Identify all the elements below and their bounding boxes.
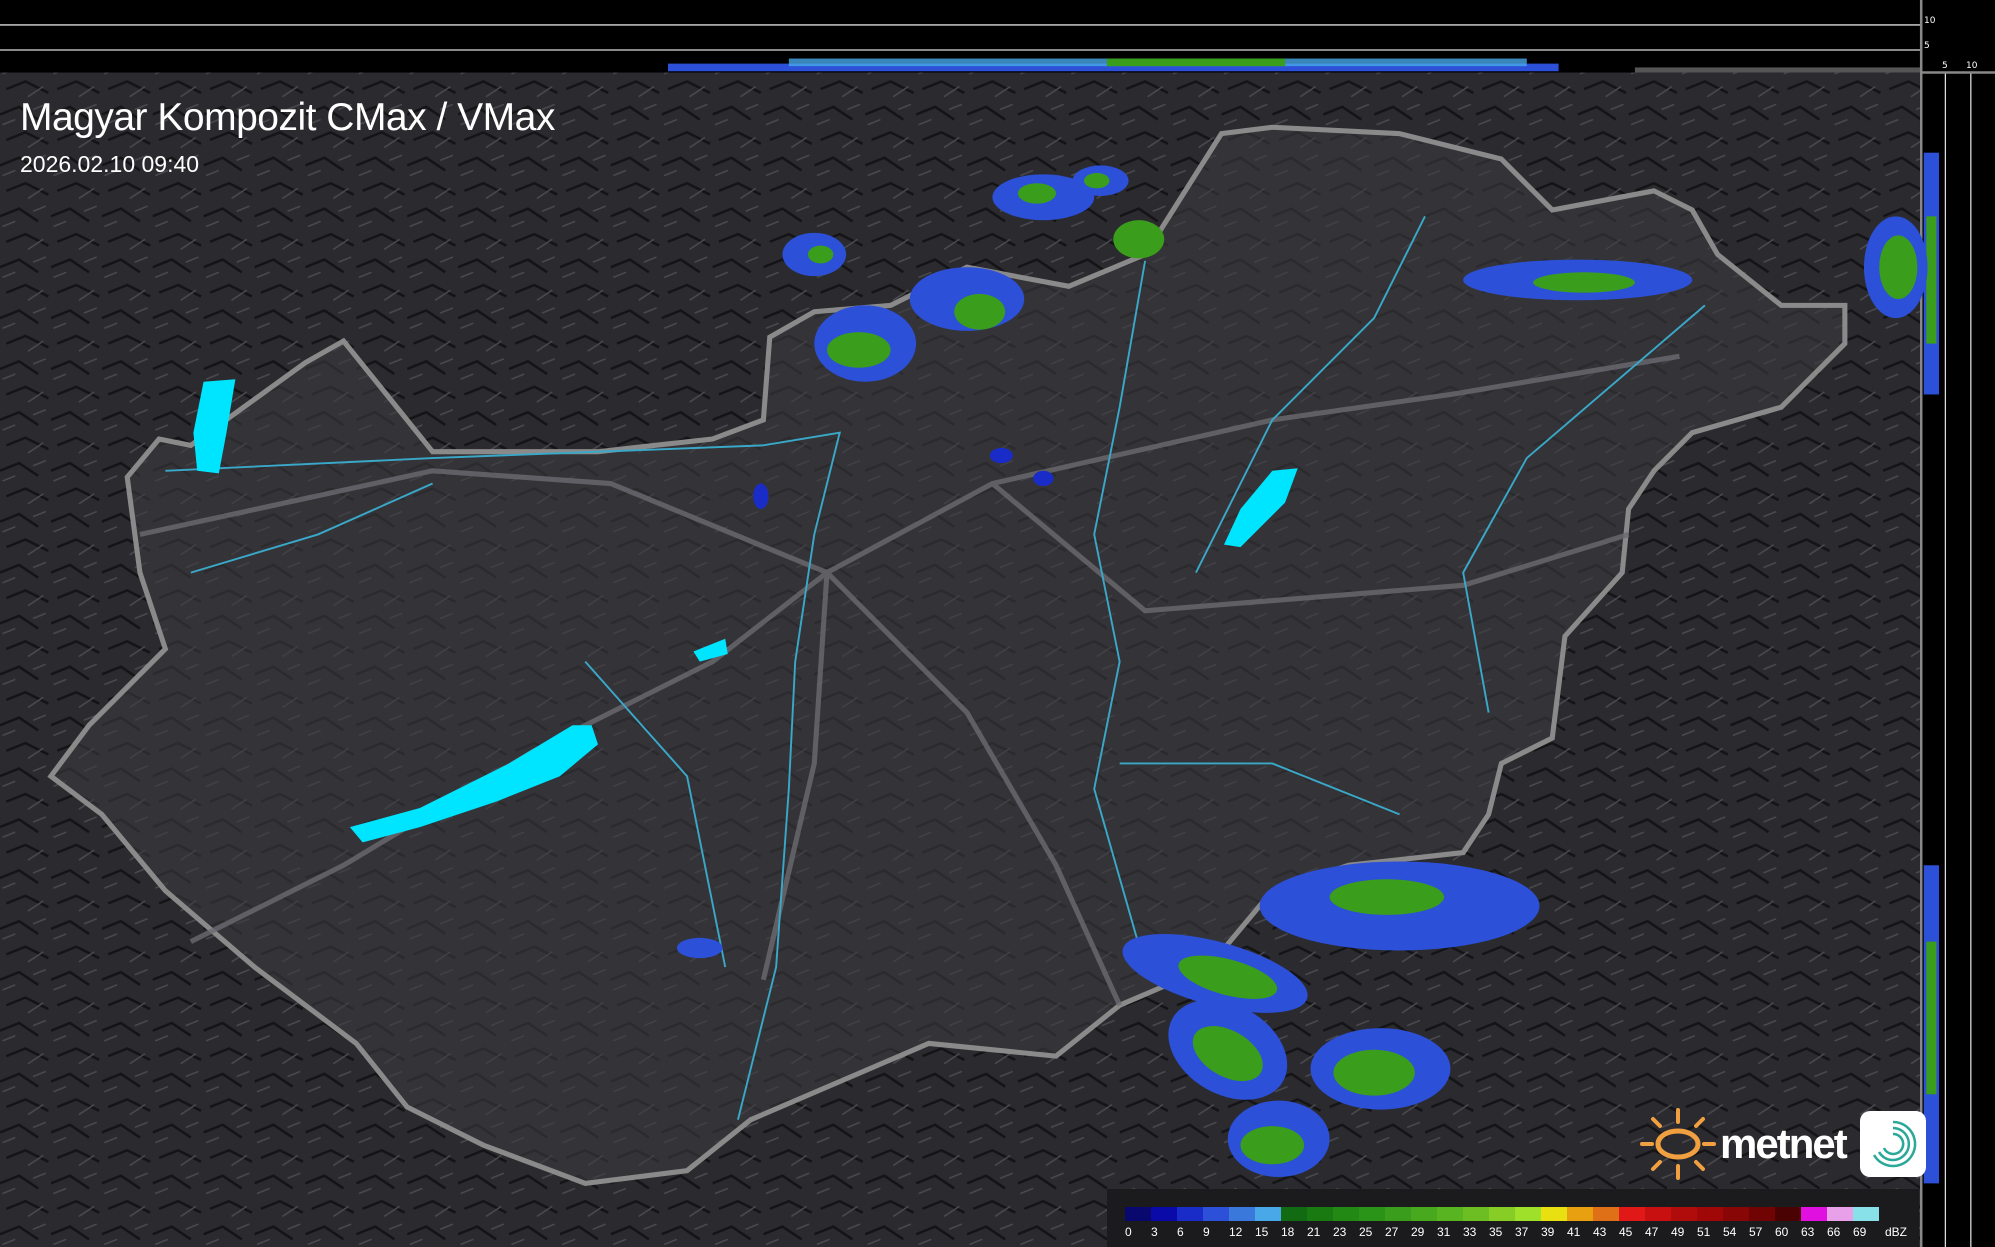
- legend-color-bar: [1125, 1207, 1879, 1221]
- legend-label: 3: [1151, 1225, 1158, 1239]
- legend-label: 49: [1671, 1225, 1685, 1239]
- legend-label: 0: [1125, 1225, 1132, 1239]
- legend-label: 33: [1463, 1225, 1477, 1239]
- map-datetime: 2026.02.10 09:40: [20, 151, 200, 177]
- legend-swatch: [1203, 1207, 1229, 1221]
- legend-swatch: [1359, 1207, 1385, 1221]
- legend-label: 23: [1333, 1225, 1347, 1239]
- legend-swatch: [1671, 1207, 1697, 1221]
- legend-swatch: [1827, 1207, 1853, 1221]
- legend-label: 9: [1203, 1225, 1210, 1239]
- legend-swatch: [1229, 1207, 1255, 1221]
- metnet-logo: metnet: [1638, 1104, 1926, 1184]
- legend-label: 15: [1255, 1225, 1269, 1239]
- legend-label: 43: [1593, 1225, 1607, 1239]
- legend-label: 60: [1775, 1225, 1789, 1239]
- legend-swatch: [1749, 1207, 1775, 1221]
- rivers: [165, 215, 1706, 1120]
- map-title: Magyar Kompozit CMax / VMax: [20, 96, 555, 139]
- legend-swatch: [1411, 1207, 1437, 1221]
- legend-label: 21: [1307, 1225, 1321, 1239]
- radar-echoes: [676, 165, 1928, 1178]
- legend-swatch: [1775, 1207, 1801, 1221]
- lake-balaton: [349, 725, 598, 843]
- lakes: [193, 379, 1298, 843]
- lake-velence: [693, 638, 728, 662]
- legend-swatch: [1619, 1207, 1645, 1221]
- legend-swatch: [1697, 1207, 1723, 1221]
- hungary-outline: [47, 124, 1848, 1186]
- lake-tisza: [1223, 468, 1298, 548]
- legend-swatch: [1801, 1207, 1827, 1221]
- legend-swatch: [1853, 1207, 1879, 1221]
- legend-swatch: [1645, 1207, 1671, 1221]
- legend-swatch: [1307, 1207, 1333, 1221]
- legend-labels: 0 3 6 9 12 15 18 21 23 25 27 29 31 33 35 37 39 41 43 45 47 49…: [1125, 1225, 1879, 1239]
- legend-label: 45: [1619, 1225, 1633, 1239]
- top-scale-label: 5: [1924, 41, 1930, 51]
- swirl-app-icon: [1859, 1111, 1926, 1177]
- legend-label: 47: [1645, 1225, 1659, 1239]
- legend-swatch: [1437, 1207, 1463, 1221]
- dbz-legend: 0 3 6 9 12 15 18 21 23 25 27 29 31 33 35 37 39 41 43 45 47 49…: [1107, 1189, 1919, 1247]
- legend-swatch: [1515, 1207, 1541, 1221]
- legend-swatch: [1723, 1207, 1749, 1221]
- sun-icon: [1640, 1108, 1716, 1180]
- legend-label: 57: [1749, 1225, 1763, 1239]
- legend-label: 66: [1827, 1225, 1841, 1239]
- legend-label: 54: [1723, 1225, 1737, 1239]
- legend-label: 18: [1281, 1225, 1295, 1239]
- top-scale-label: 10: [1924, 16, 1936, 26]
- legend-label: 35: [1489, 1225, 1503, 1239]
- legend-swatch: [1463, 1207, 1489, 1221]
- lake-neusiedl: [193, 379, 236, 474]
- legend-swatch: [1151, 1207, 1177, 1221]
- right-scale-label: 5: [1942, 61, 1948, 71]
- legend-label: 51: [1697, 1225, 1711, 1239]
- legend-label: 41: [1567, 1225, 1581, 1239]
- legend-swatch: [1489, 1207, 1515, 1221]
- legend-swatch: [1385, 1207, 1411, 1221]
- legend-label: 6: [1177, 1225, 1184, 1239]
- legend-swatch: [1255, 1207, 1281, 1221]
- legend-label: 27: [1385, 1225, 1399, 1239]
- legend-swatch: [1333, 1207, 1359, 1221]
- logo-text: metnet: [1720, 1120, 1848, 1167]
- legend-swatch: [1177, 1207, 1203, 1221]
- legend-swatch: [1567, 1207, 1593, 1221]
- legend-unit: dBZ: [1885, 1225, 1908, 1239]
- legend-label: 31: [1437, 1225, 1451, 1239]
- legend-label: 63: [1801, 1225, 1815, 1239]
- legend-label: 29: [1411, 1225, 1425, 1239]
- legend-label: 39: [1541, 1225, 1555, 1239]
- legend-swatch: [1593, 1207, 1619, 1221]
- right-scale-label: 10: [1966, 61, 1978, 71]
- legend-label: 69: [1853, 1225, 1867, 1239]
- legend-swatch: [1125, 1207, 1151, 1221]
- legend-swatch: [1281, 1207, 1307, 1221]
- legend-label: 25: [1359, 1225, 1373, 1239]
- legend-label: 37: [1515, 1225, 1529, 1239]
- legend-label: 12: [1229, 1225, 1243, 1239]
- legend-swatch: [1541, 1207, 1567, 1221]
